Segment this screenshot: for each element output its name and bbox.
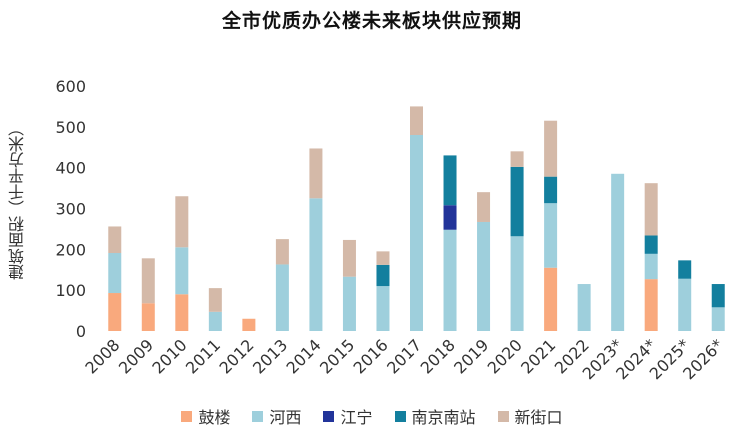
bar-segment bbox=[477, 221, 491, 331]
legend-swatch bbox=[181, 410, 193, 422]
legend-item: 鼓楼 bbox=[181, 404, 230, 428]
bar-segment bbox=[342, 239, 356, 277]
chart-legend: 鼓楼 河西 江宁 南京南站 新街口 bbox=[0, 404, 744, 428]
bar-segment bbox=[544, 120, 558, 177]
bar-segment bbox=[443, 205, 457, 230]
bar-segment bbox=[208, 288, 222, 312]
legend-label: 江宁 bbox=[340, 408, 373, 427]
y-tick-label: 500 bbox=[55, 118, 86, 137]
x-tick-label: 2013 bbox=[249, 335, 291, 377]
x-tick-label: 2019 bbox=[450, 335, 492, 377]
y-tick-label: 600 bbox=[55, 77, 86, 96]
legend-swatch bbox=[394, 410, 406, 422]
x-tick-label: 2012 bbox=[215, 335, 257, 377]
bar-segment bbox=[342, 276, 356, 331]
bar-segment bbox=[376, 264, 390, 287]
bar-segment bbox=[410, 135, 423, 331]
bar-segment bbox=[175, 196, 189, 248]
x-tick-label: 2008 bbox=[81, 335, 123, 377]
legend-item: 江宁 bbox=[323, 404, 373, 428]
x-tick-label: 2020 bbox=[484, 335, 526, 377]
bar-segment bbox=[175, 294, 189, 331]
y-tick-label: 300 bbox=[55, 200, 86, 219]
bar-segment bbox=[443, 155, 457, 206]
bar-segment bbox=[443, 229, 457, 331]
bar-segment bbox=[611, 173, 625, 331]
x-tick-label: 2015 bbox=[316, 335, 358, 377]
bar-segment bbox=[242, 318, 256, 331]
x-tick-label: 2010 bbox=[148, 335, 190, 377]
bar-segment bbox=[577, 284, 591, 331]
bar-segment bbox=[275, 239, 289, 265]
x-tick-label: 2017 bbox=[383, 335, 425, 377]
bar-segment bbox=[309, 148, 323, 199]
bar-segment bbox=[275, 264, 289, 331]
bar-segment bbox=[108, 293, 122, 331]
bar-segment bbox=[510, 236, 524, 331]
bar-segment bbox=[410, 106, 423, 135]
y-tick-label: 200 bbox=[55, 240, 86, 259]
bar-segment bbox=[108, 226, 122, 254]
bar-segment bbox=[711, 307, 725, 331]
bar-segment bbox=[678, 260, 692, 279]
bar-segment bbox=[644, 253, 658, 280]
x-tick-label: 2009 bbox=[115, 335, 157, 377]
y-tick-label: 0 bbox=[76, 322, 86, 341]
bar-segment bbox=[510, 166, 524, 237]
bar-segment bbox=[208, 311, 222, 331]
x-tick-label: 2011 bbox=[182, 335, 224, 377]
x-tick-label: 2016 bbox=[350, 335, 392, 377]
x-tick-label: 2018 bbox=[417, 335, 459, 377]
legend-item: 南京南站 bbox=[394, 404, 476, 428]
legend-label: 鼓楼 bbox=[198, 408, 231, 427]
bar-segment bbox=[644, 235, 658, 254]
bar-segment bbox=[376, 286, 390, 331]
bar-segment bbox=[477, 192, 491, 222]
bar-segment bbox=[678, 278, 692, 331]
bar-segment bbox=[141, 258, 155, 304]
legend-swatch bbox=[497, 410, 509, 422]
bar-segment bbox=[108, 253, 122, 294]
bar-segment bbox=[376, 251, 390, 265]
bar-segment bbox=[309, 198, 323, 331]
legend-item: 河西 bbox=[252, 404, 301, 428]
bar-segment bbox=[544, 267, 558, 331]
y-tick-label: 400 bbox=[55, 159, 86, 178]
legend-swatch bbox=[323, 410, 335, 422]
legend-label: 河西 bbox=[269, 408, 302, 427]
x-tick-label: 2021 bbox=[517, 335, 559, 377]
bar-segment bbox=[544, 176, 558, 204]
y-tick-label: 100 bbox=[55, 281, 86, 300]
bar-segment bbox=[711, 284, 725, 308]
bar-segment bbox=[141, 303, 155, 331]
legend-swatch bbox=[252, 410, 264, 422]
legend-label: 新街口 bbox=[514, 408, 563, 427]
legend-label: 南京南站 bbox=[411, 408, 476, 427]
x-tick-label: 2014 bbox=[283, 335, 325, 377]
legend-item: 新街口 bbox=[497, 404, 563, 428]
bar-segment bbox=[510, 151, 524, 167]
bar-segment bbox=[644, 279, 658, 331]
bar-segment bbox=[644, 183, 658, 236]
bar-segment bbox=[544, 203, 558, 268]
bar-segment bbox=[175, 247, 189, 295]
chart-title: 全市优质办公楼未来板块供应预期 bbox=[221, 10, 522, 32]
